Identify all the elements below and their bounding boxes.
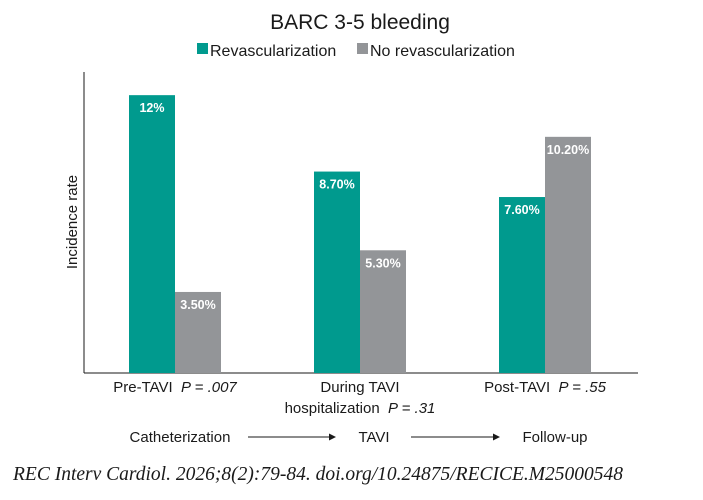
- bar-value-label: 7.60%: [504, 203, 539, 217]
- category-label: During TAVI: [320, 379, 399, 396]
- legend-label-1: No revascularization: [370, 43, 515, 60]
- legend-swatch-0: [197, 43, 208, 54]
- citation: REC Interv Cardiol. 2026;8(2):79-84. doi…: [13, 464, 624, 485]
- bar-labels: 12% 8.70% 7.60% 3.50% 5.30% 10.20%: [139, 101, 589, 312]
- chart-title: BARC 3-5 bleeding: [270, 11, 450, 34]
- legend-swatch-1: [357, 43, 368, 54]
- bar-value-label: 12%: [139, 101, 164, 115]
- bar-value-label: 8.70%: [319, 178, 354, 192]
- bar-0-1: [314, 171, 360, 373]
- y-axis-label: Incidence rate: [64, 175, 81, 269]
- legend: Revascularization No revascularization: [197, 43, 515, 60]
- timeline-step: TAVI: [358, 429, 389, 446]
- timeline-arrow-head: [329, 433, 336, 441]
- bar-1-2: [545, 136, 591, 373]
- category-label: Post-TAVI P = .55: [484, 379, 607, 396]
- category-label: Pre-TAVI P = .007: [113, 379, 237, 396]
- timeline: Catheterization TAVI Follow-up: [130, 429, 588, 446]
- timeline-step: Catheterization: [130, 429, 231, 446]
- bar-0-2: [499, 197, 545, 373]
- bar-value-label: 10.20%: [547, 143, 589, 157]
- legend-label-0: Revascularization: [210, 43, 336, 60]
- timeline-step: Follow-up: [522, 429, 587, 446]
- bars: [129, 95, 591, 374]
- category-label: hospitalization P = .31: [285, 400, 436, 417]
- bar-1-1: [360, 250, 406, 373]
- timeline-arrow-head: [493, 433, 500, 441]
- bar-value-label: 3.50%: [180, 298, 215, 312]
- bar-0-0: [129, 95, 175, 374]
- bar-value-label: 5.30%: [365, 256, 400, 270]
- category-labels: Pre-TAVI P = .007 During TAVI hospitalizat…: [113, 379, 606, 417]
- bar-1-0: [175, 291, 221, 373]
